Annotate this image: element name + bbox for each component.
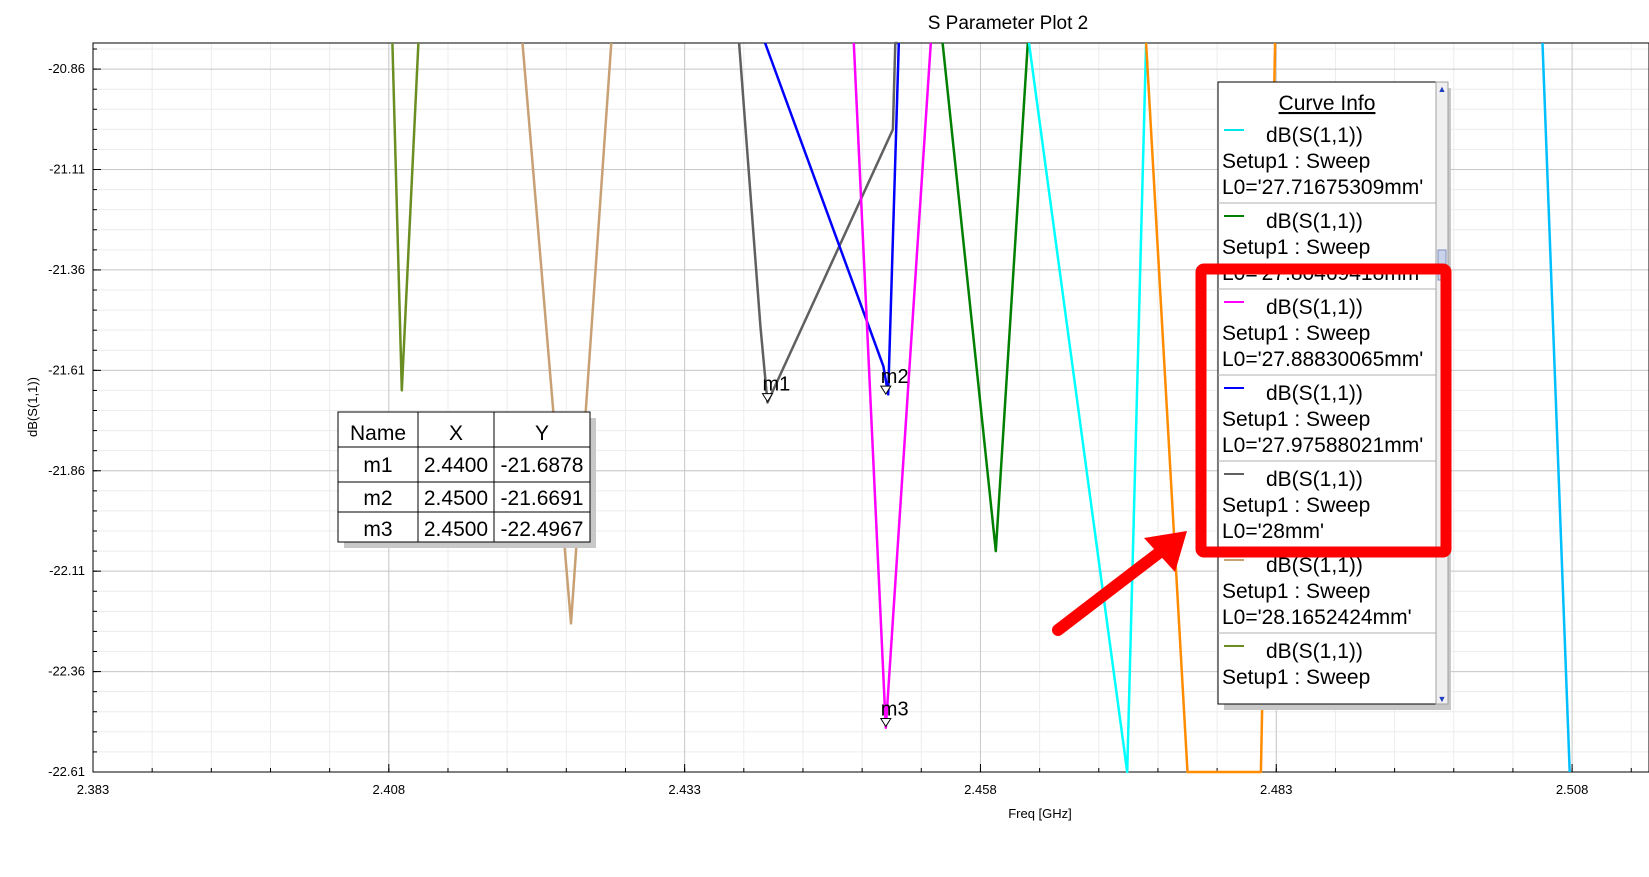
curve-line (1027, 42, 1148, 774)
curve-line (941, 42, 1030, 553)
legend-text: dB(S(1,1)) (1266, 640, 1363, 663)
table-header-x: X (449, 422, 463, 445)
x-axis-label: Freq [GHz] (1008, 806, 1072, 821)
legend-entries: dB(S(1,1)) Setup1 : Sweep L0='27.71675309m… (1218, 124, 1436, 689)
legend-text: dB(S(1,1)) (1266, 210, 1363, 233)
marker-label: m2 (881, 366, 909, 388)
legend-text: Setup1 : Sweep (1222, 494, 1370, 517)
marker-triangle (879, 717, 892, 728)
y-tick-label: -20.86 (48, 61, 85, 76)
scroll-up-icon[interactable]: ▲ (1438, 84, 1447, 94)
marker-label: m1 (762, 374, 790, 396)
legend-entry: dB(S(1,1)) Setup1 : Sweep L0='28mm' (1218, 468, 1436, 548)
legend-title: Curve Info (1279, 92, 1376, 115)
markers: m1 m2 m3 (761, 366, 909, 728)
legend-text: Setup1 : Sweep (1222, 236, 1370, 259)
legend-text: dB(S(1,1)) (1266, 554, 1363, 577)
legend-text: dB(S(1,1)) (1266, 382, 1363, 405)
table-cell: m3 (363, 518, 392, 541)
curve-line (391, 42, 420, 392)
marker-table: Name X Y m1 2.4400 -21.6878 m2 2.4500 -2… (337, 411, 596, 548)
legend-entry: dB(S(1,1)) Setup1 : Sweep (1222, 640, 1370, 689)
curve-line (852, 42, 933, 730)
legend-entry: dB(S(1,1)) Setup1 : Sweep L0='28.1652424mm… (1218, 554, 1436, 634)
legend-text: L0='27.88830065mm' (1222, 348, 1423, 371)
legend-text: L0='28mm' (1222, 520, 1324, 543)
legend-entry: dB(S(1,1)) Setup1 : Sweep L0='27.71675309m… (1218, 124, 1436, 204)
legend-text: dB(S(1,1)) (1266, 296, 1363, 319)
marker-triangle (761, 393, 774, 403)
table-header-name: Name (350, 422, 406, 445)
legend-text: Setup1 : Sweep (1222, 666, 1370, 689)
y-tick-label: -21.11 (49, 162, 85, 177)
y-tick-label: -22.11 (49, 563, 85, 578)
table-cell: 2.4500 (424, 487, 488, 510)
legend-text: dB(S(1,1)) (1266, 468, 1363, 491)
legend-entry: dB(S(1,1)) Setup1 : Sweep L0='27.88830065m… (1218, 296, 1436, 376)
plot-area (92, 42, 1649, 773)
legend-text: L0='28.1652424mm' (1222, 606, 1412, 629)
legend-text: L0='27.97588021mm' (1222, 434, 1423, 457)
x-tick-label: 2.433 (668, 782, 701, 797)
legend-text: Setup1 : Sweep (1222, 322, 1370, 345)
table-cell: m2 (363, 487, 392, 510)
legend-text: dB(S(1,1)) (1266, 124, 1363, 147)
x-tick-label: 2.508 (1556, 782, 1589, 797)
curve-line (521, 42, 613, 625)
curves (391, 41, 1571, 774)
legend-text: Setup1 : Sweep (1222, 408, 1370, 431)
marker-triangle (879, 385, 892, 396)
y-tick-label: -22.61 (48, 764, 85, 779)
y-axis-label: dB(S(1,1)) (25, 377, 40, 437)
legend-text: Setup1 : Sweep (1222, 580, 1370, 603)
x-tick-label: 2.483 (1260, 782, 1293, 797)
highlight-box (1195, 263, 1452, 558)
y-tick-label: -21.86 (48, 463, 85, 478)
x-tick-label: 2.408 (373, 782, 406, 797)
y-tick-label: -21.36 (48, 262, 85, 277)
marker-label: m3 (881, 698, 909, 720)
highlight-arrow-head (1144, 531, 1187, 572)
table-header-y: Y (535, 422, 549, 445)
y-tick-label: -22.36 (48, 664, 85, 679)
curve-line (1541, 42, 1571, 773)
table-cell: -21.6878 (501, 454, 584, 477)
legend-text: Setup1 : Sweep (1222, 150, 1370, 173)
chart-title: S Parameter Plot 2 (928, 13, 1089, 34)
table-cell: -21.6691 (501, 487, 584, 510)
curve-line (737, 41, 898, 404)
highlight-arrow-shaft (1052, 546, 1166, 636)
y-tick-label: -21.61 (48, 362, 85, 377)
x-tick-label: 2.383 (77, 782, 110, 797)
table-cell: -22.4967 (501, 518, 584, 541)
axis-ticks: 2.383 2.408 2.433 2.458 2.483 2.508 -20.86 -21.… (48, 48, 1632, 797)
legend-text: L0='27.71675309mm' (1222, 176, 1423, 199)
curve-info-legend: ▲ ▼ Curve Info dB(S(1,1)) Setup1 : Sweep L… (1217, 81, 1451, 710)
table-cell: 2.4400 (424, 454, 488, 477)
x-tick-label: 2.458 (964, 782, 997, 797)
table-cell: 2.4500 (424, 518, 488, 541)
highlight-annotation (1052, 263, 1452, 636)
table-cell: m1 (363, 454, 392, 477)
curve-line (763, 42, 901, 396)
scroll-down-icon[interactable]: ▼ (1438, 694, 1447, 704)
legend-entry: dB(S(1,1)) Setup1 : Sweep L0='27.97588021m… (1218, 382, 1436, 462)
